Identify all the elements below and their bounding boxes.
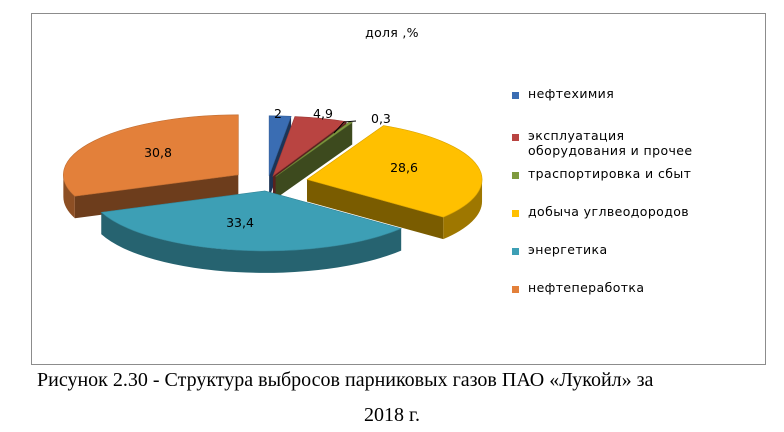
legend-label-line: траспортировка и сбыт xyxy=(528,166,692,181)
legend-label-line: добыча углвеодородов xyxy=(528,204,690,219)
data-label-6: 30,8 xyxy=(144,145,172,160)
legend-label-4: добыча углвеодородов xyxy=(528,204,689,219)
pie-slice-side-4 xyxy=(443,179,483,240)
data-label-1: 2 xyxy=(274,106,282,121)
legend-label-1: нефтехимия xyxy=(528,86,614,101)
legend-label-2: эксплуатация оборудования и прочее xyxy=(528,128,692,158)
data-label-3: 0,3 xyxy=(371,111,391,126)
caption-line-2: 2018 г. xyxy=(364,404,420,426)
pie-slice-5 xyxy=(100,190,403,252)
legend-swatch-1 xyxy=(512,92,519,99)
legend-label-6: нефтепеработка xyxy=(528,280,644,295)
pie-slice-wall-4-end xyxy=(307,179,444,240)
data-label-4: 28,6 xyxy=(390,160,418,175)
pie-slice-wall-6-start xyxy=(74,174,239,219)
pie-slice-wall-3-end xyxy=(275,122,353,199)
legend-label-line: нефтехимия xyxy=(528,86,615,101)
legend-swatch-5 xyxy=(512,248,519,255)
data-label-5: 33,4 xyxy=(226,215,254,230)
caption-line-1: Рисунок 2.30 - Структура выбросов парник… xyxy=(37,369,654,391)
legend-swatch-6 xyxy=(512,286,519,293)
legend-label-line: эксплуатация xyxy=(528,128,625,143)
chart-title: доля ,% xyxy=(365,25,419,40)
legend-swatch-2 xyxy=(512,134,519,141)
data-label-2: 4,9 xyxy=(313,106,333,121)
pie-slice-1 xyxy=(268,115,292,176)
legend-label-line: энергетика xyxy=(528,242,608,257)
legend-swatch-3 xyxy=(512,172,519,179)
legend-swatch-4 xyxy=(512,210,519,217)
legend-label-line: оборудования и прочее xyxy=(528,143,693,158)
legend-label-3: траспортировка и сбыт xyxy=(528,166,691,181)
pie-slice-side-5 xyxy=(101,212,402,273)
legend-label-5: энергетика xyxy=(528,242,608,257)
leader-line xyxy=(333,120,357,134)
legend-label-line: нефтепеработка xyxy=(528,280,645,295)
pie-slice-4 xyxy=(306,125,483,218)
pie-slice-6 xyxy=(63,114,239,197)
